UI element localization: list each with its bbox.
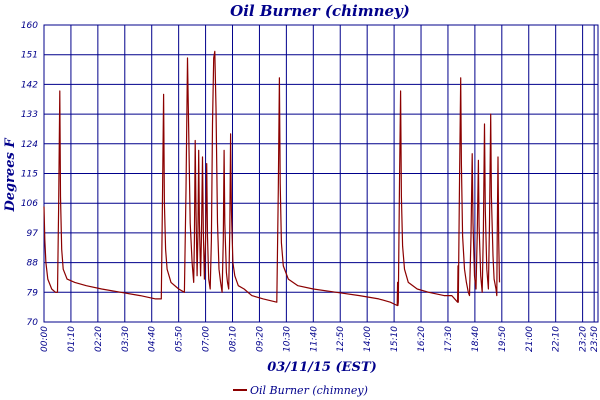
y-tick-label: 133 xyxy=(21,110,38,120)
x-axis-label: 03/11/15 (EST) xyxy=(267,360,377,375)
y-tick-label: 160 xyxy=(21,21,38,31)
y-tick-label: 70 xyxy=(27,318,39,328)
y-tick-label: 88 xyxy=(27,259,39,269)
x-tick-label: 00:00 xyxy=(40,326,50,352)
x-tick-label: 21:00 xyxy=(525,326,535,352)
y-tick-label: 106 xyxy=(21,199,38,209)
y-tick-label: 79 xyxy=(27,288,39,298)
plot-area xyxy=(43,24,599,323)
x-tick-label: 12:50 xyxy=(336,326,346,352)
legend: Oil Burner (chimney) xyxy=(233,384,368,397)
x-tick-label: 05:50 xyxy=(175,326,185,352)
x-tick-label: 09:20 xyxy=(255,326,265,352)
x-tick-label: 17:30 xyxy=(444,326,454,352)
x-tick-label: 08:10 xyxy=(229,326,239,352)
y-tick-label: 124 xyxy=(21,140,38,150)
x-tick-label: 11:40 xyxy=(309,326,319,352)
x-tick-label: 04:40 xyxy=(148,326,158,352)
x-tick-label: 10:30 xyxy=(282,326,292,352)
y-tick-label: 151 xyxy=(21,51,38,61)
x-tick-label: 23:50 xyxy=(590,326,600,352)
x-tick-label: 07:00 xyxy=(202,326,212,352)
x-tick-label: 23:20 xyxy=(579,326,589,352)
series-line xyxy=(43,50,501,307)
y-tick-labels: 70 79 88 97 106 115 124 133 142 151 160 xyxy=(21,21,38,328)
legend-label: Oil Burner (chimney) xyxy=(250,384,368,397)
y-axis-label: Degrees F xyxy=(3,138,18,213)
chart-title: Oil Burner (chimney) xyxy=(230,2,410,20)
x-tick-label: 02:20 xyxy=(94,326,104,352)
x-tick-label: 19:50 xyxy=(498,326,508,352)
x-tick-label: 14:00 xyxy=(363,326,373,352)
y-tick-label: 97 xyxy=(27,229,39,239)
x-tick-label: 15:10 xyxy=(390,326,400,352)
y-tick-label: 142 xyxy=(21,80,38,90)
x-tick-label: 03:30 xyxy=(121,326,131,352)
x-tick-label: 22:10 xyxy=(552,326,562,352)
x-tick-label: 18:40 xyxy=(471,326,481,352)
x-tick-labels: 00:00 01:10 02:20 03:30 04:40 05:50 07:00 08:10… xyxy=(40,326,600,352)
x-tick-label: 16:20 xyxy=(417,326,427,352)
y-tick-label: 115 xyxy=(21,170,38,180)
x-tick-label: 01:10 xyxy=(67,326,77,352)
